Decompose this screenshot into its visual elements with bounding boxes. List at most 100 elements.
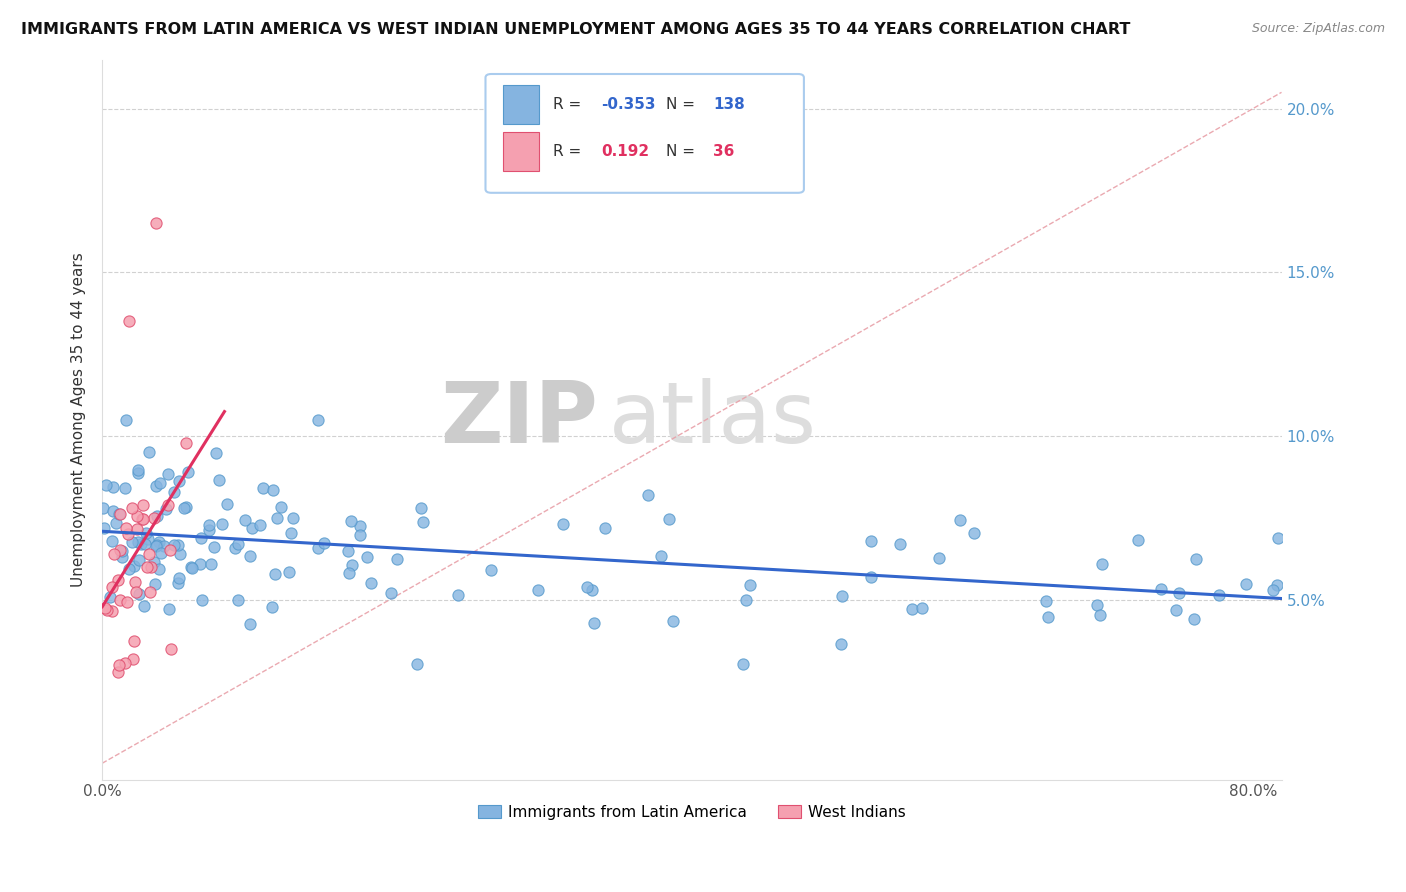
FancyBboxPatch shape [485,74,804,193]
Point [734,593,756,607]
Point [115,521,138,535]
Point [104,516,127,530]
Point [124,574,146,589]
Point [121,501,143,516]
Point [94,601,117,615]
Point [94,478,117,492]
Point [928,550,950,565]
Point [148,534,170,549]
Point [342,558,364,573]
Point [131,512,153,526]
Point [142,555,165,569]
Point [127,534,149,549]
Point [948,512,970,526]
Point [252,481,274,495]
Point [96,603,118,617]
Point [650,549,672,564]
Point [157,601,180,615]
Point [582,616,605,631]
Point [108,542,131,557]
Point [1267,531,1289,545]
Point [360,575,382,590]
Text: Source: ZipAtlas.com: Source: ZipAtlas.com [1251,22,1385,36]
Point [166,575,188,590]
Point [262,483,284,497]
Point [1184,552,1206,566]
Point [349,518,371,533]
Point [278,566,301,580]
Point [859,569,882,583]
Point [581,582,603,597]
Text: -0.353: -0.353 [600,97,655,112]
Point [149,546,172,560]
Point [163,484,186,499]
Point [176,465,198,479]
Point [118,314,141,328]
Point [152,539,174,553]
Point [111,550,134,565]
Point [409,501,432,516]
Point [163,538,186,552]
Point [174,500,197,515]
Point [132,511,155,525]
Point [169,547,191,561]
Point [155,502,177,516]
Point [100,534,122,549]
Point [385,551,408,566]
Bar [503,132,538,171]
Point [103,504,125,518]
Point [658,512,681,526]
Point [1035,594,1057,608]
Bar [503,85,538,124]
Point [181,560,204,574]
Legend: Immigrants from Latin America, West Indians: Immigrants from Latin America, West Indi… [471,798,912,826]
Point [122,634,145,648]
Text: atlas: atlas [609,378,817,461]
Point [239,549,262,563]
Point [264,566,287,581]
Point [127,463,149,477]
Point [159,542,181,557]
Text: N =: N = [666,144,700,159]
Point [146,509,169,524]
Point [233,513,256,527]
Point [115,412,138,426]
Point [101,580,124,594]
Point [249,517,271,532]
Point [281,510,304,524]
Point [146,538,169,552]
Point [148,562,170,576]
Point [138,533,160,547]
Point [135,525,157,540]
Point [380,586,402,600]
Point [911,601,934,615]
Point [142,511,165,525]
Point [190,558,212,572]
Point [157,498,180,512]
Point [122,651,145,665]
Point [1182,612,1205,626]
Text: 0.192: 0.192 [600,144,650,159]
Point [132,498,155,512]
Point [125,522,148,536]
Point [1167,585,1189,599]
Point [830,637,852,651]
Point [526,583,548,598]
Text: R =: R = [553,144,586,159]
Point [108,507,131,521]
Point [266,511,288,525]
Point [174,436,197,450]
Point [117,562,139,576]
Point [1150,582,1173,596]
Point [963,525,986,540]
Point [889,536,911,550]
Point [349,528,371,542]
Point [134,537,156,551]
Text: ZIP: ZIP [440,378,598,461]
Point [576,580,599,594]
Text: 138: 138 [713,97,745,112]
Point [479,563,502,577]
Point [447,588,470,602]
Point [128,553,150,567]
Point [738,578,761,592]
